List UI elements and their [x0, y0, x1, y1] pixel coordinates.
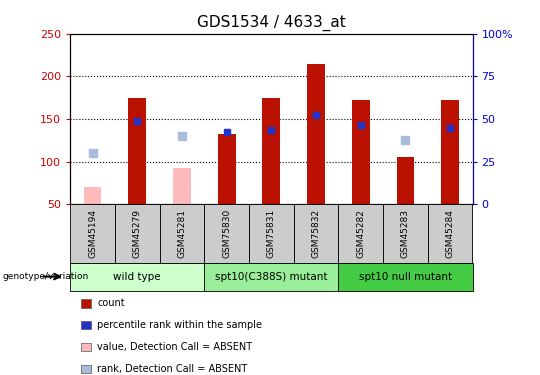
Text: GSM45282: GSM45282	[356, 209, 365, 258]
Text: spt10 null mutant: spt10 null mutant	[359, 272, 452, 282]
Text: value, Detection Call = ABSENT: value, Detection Call = ABSENT	[97, 342, 252, 352]
Text: count: count	[97, 298, 125, 308]
Bar	[84, 188, 102, 204]
Text: GSM75831: GSM75831	[267, 209, 276, 258]
Text: GSM45283: GSM45283	[401, 209, 410, 258]
Bar	[129, 98, 146, 204]
Bar	[173, 168, 191, 204]
Title: GDS1534 / 4633_at: GDS1534 / 4633_at	[197, 15, 346, 31]
Bar	[70, 204, 115, 262]
Bar	[352, 100, 370, 204]
Bar	[307, 64, 325, 204]
Text: GSM45194: GSM45194	[88, 209, 97, 258]
Bar	[218, 134, 235, 204]
Bar	[160, 204, 204, 262]
Text: GSM45281: GSM45281	[178, 209, 186, 258]
Text: GSM45284: GSM45284	[446, 209, 455, 258]
Bar	[249, 204, 294, 262]
Bar	[383, 204, 428, 262]
Bar	[70, 262, 204, 291]
Bar	[441, 100, 459, 204]
Text: wild type: wild type	[113, 272, 161, 282]
Text: percentile rank within the sample: percentile rank within the sample	[97, 320, 262, 330]
Text: GSM75832: GSM75832	[312, 209, 321, 258]
Bar	[294, 204, 339, 262]
Bar	[428, 204, 472, 262]
Bar	[262, 98, 280, 204]
Bar	[396, 158, 414, 204]
Bar	[204, 262, 339, 291]
Bar	[339, 262, 472, 291]
Bar	[204, 204, 249, 262]
Text: rank, Detection Call = ABSENT: rank, Detection Call = ABSENT	[97, 364, 247, 374]
Text: genotype/variation: genotype/variation	[3, 272, 89, 281]
Text: spt10(C388S) mutant: spt10(C388S) mutant	[215, 272, 328, 282]
Bar	[339, 204, 383, 262]
Bar	[115, 204, 160, 262]
Text: GSM75830: GSM75830	[222, 209, 231, 258]
Text: GSM45279: GSM45279	[133, 209, 141, 258]
